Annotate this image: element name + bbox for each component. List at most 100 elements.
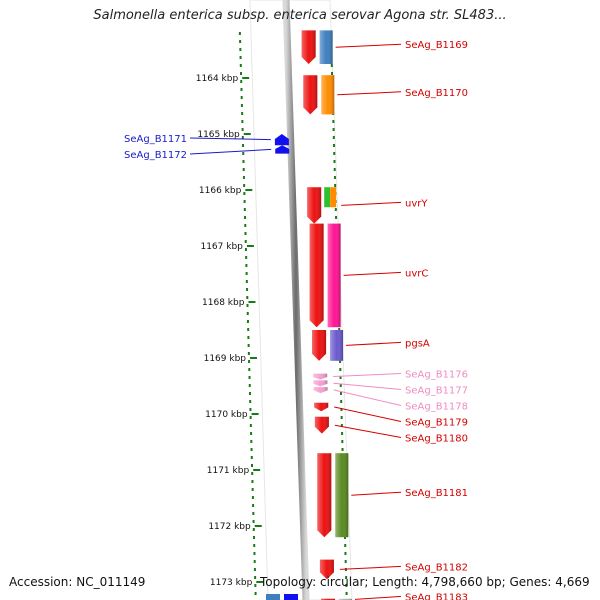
scale-dot [246,312,249,315]
gene-label: uvrY [405,198,428,209]
gene-label: SeAg_B1181 [405,488,468,499]
scale-dot [239,48,242,51]
scale-dot [241,112,244,115]
scale-dot [341,432,344,435]
scale-dot [331,72,334,75]
scale-dot [250,432,253,435]
gene-label: SeAg_B1182 [405,562,468,573]
gene-arrow-shade [307,187,322,224]
scale-dot [340,408,343,411]
gene-arrow-reverse [275,145,290,154]
scale-dot [253,552,256,555]
scale-dot [341,448,344,451]
scale-dot [254,584,257,587]
scale-dot [252,512,255,515]
label-leader [339,565,402,570]
scale-dot [243,208,246,211]
scale-dot [247,344,250,347]
scale-dot [246,320,249,323]
scale-dot [253,560,256,563]
cog-box-shade [319,30,333,64]
scale-dot [244,224,247,227]
scale-dot [241,136,244,139]
gene-arrow-shade [309,223,324,328]
scale-tick-label: 1171 kbp [207,466,250,476]
scale-dot [339,368,342,371]
cog-box [330,187,337,208]
scale-dot [333,144,336,147]
scale-dot [252,528,255,531]
edge-gene-blue-2 [284,594,298,600]
scale-dot [242,144,245,147]
genome-summary-text: Topology: circular; Length: 4,798,660 bp… [260,575,590,589]
scale-dot [240,88,243,91]
scale-dot [248,368,251,371]
scale-dot [338,328,341,331]
label-leader [189,137,271,141]
cog-box-shade [335,453,349,538]
cog-box-shade [321,75,335,115]
gene-arrow-shade [317,453,332,538]
scale-dot [249,416,252,419]
label-leader [343,271,402,276]
scale-dot [251,488,254,491]
scale-dot [339,376,342,379]
scale-dot [250,448,253,451]
label-leader [333,382,402,390]
scale-tick-label: 1167 kbp [200,242,243,252]
scale-dot [249,400,252,403]
gene-arrow-shade [313,380,328,387]
scale-dot [238,32,241,35]
scale-dot [254,592,257,595]
scale-dot [345,592,348,595]
scale-dot [330,64,333,67]
label-leader [351,491,402,496]
scale-dot [344,544,347,547]
scale-dot [241,128,244,131]
gene-label: SeAg_B1172 [124,150,187,161]
scale-dot [340,424,343,427]
scale-dot [242,160,245,163]
gene-label: SeAg_B1171 [124,134,187,145]
gene-arrow-shade [301,30,316,64]
scale-dot [244,248,247,251]
scale-tick-label: 1166 kbp [199,186,242,196]
scale-dot [249,408,252,411]
scale-dot [247,352,250,355]
scale-dot [245,272,248,275]
backbone-line [282,0,310,600]
scale-dot [251,496,254,499]
scale-tick-label: 1172 kbp [208,522,251,532]
scale-dot [242,152,245,155]
scale-dot [334,208,337,211]
label-leader [346,341,402,346]
scale-dot [245,280,248,283]
scale-dot [248,392,251,395]
scale-dot [240,104,243,107]
scale-dot [253,536,256,539]
label-leader [335,43,402,48]
label-leader [333,372,402,377]
scale-dot [239,64,242,67]
gene-label: SeAg_B1178 [405,401,468,412]
scale-dot [344,560,347,563]
label-leader [334,424,402,438]
scale-dot [243,200,246,203]
label-leader [189,148,272,155]
scale-tick-label: 1168 kbp [202,298,245,308]
scale-dot [253,544,256,547]
scale-dot [251,480,254,483]
scale-dot [250,440,253,443]
scale-dot [249,424,252,427]
scale-dot [345,584,348,587]
gene-label: SeAg_B1176 [405,369,468,380]
gene-label: SeAg_B1179 [405,417,468,428]
scale-dot [244,216,247,219]
scale-dot [333,152,336,155]
scale-dot [242,176,245,179]
scale-dot [239,56,242,59]
edge-gene-blue [266,594,280,600]
gene-arrow-shade [313,387,328,394]
gene-label: SeAg_B1180 [405,433,468,444]
